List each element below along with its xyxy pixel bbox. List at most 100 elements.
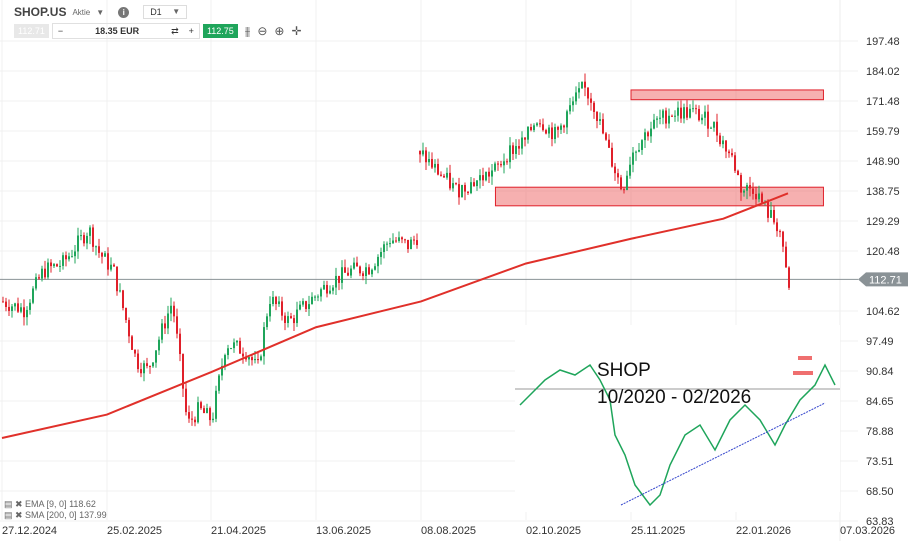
x-tick-label: 08.08.2025: [421, 525, 476, 537]
candle-body: [350, 268, 352, 276]
decrease-button[interactable]: −: [57, 26, 64, 36]
candle-body: [428, 158, 430, 163]
candle-body: [389, 243, 391, 245]
candle-body: [104, 253, 106, 257]
candle-body: [614, 166, 616, 174]
candle-body: [425, 150, 427, 163]
y-tick-label: 197.48: [866, 36, 900, 48]
sell-button[interactable]: 112.71: [14, 24, 49, 38]
candle-body: [488, 171, 490, 177]
inset-title: SHOP: [597, 360, 651, 381]
quantity-stepper[interactable]: − 18.35 EUR ⇄ +: [51, 23, 200, 39]
x-tick-label: 21.04.2025: [211, 525, 266, 537]
candle-body: [182, 354, 184, 389]
buy-button[interactable]: 112.75: [202, 24, 238, 38]
candle-body: [659, 117, 661, 119]
increase-button[interactable]: +: [188, 26, 194, 36]
swap-icon[interactable]: ⇄: [171, 25, 179, 36]
candle-body: [545, 130, 547, 134]
candle-body: [266, 316, 268, 328]
candle-body: [35, 277, 37, 289]
candle-body: [407, 239, 409, 250]
candle-body: [458, 184, 460, 198]
info-icon[interactable]: i: [118, 6, 130, 18]
candle-body: [119, 290, 121, 292]
candle-body: [308, 304, 310, 309]
candle-body: [41, 268, 43, 279]
candle-body: [101, 252, 103, 257]
candle-body: [203, 408, 205, 414]
candle-body: [368, 267, 370, 275]
indicators-icon[interactable]: ⫵: [244, 23, 251, 38]
candle-body: [149, 366, 151, 368]
candle-body: [704, 111, 706, 118]
candle-body: [272, 296, 274, 304]
candle-body: [137, 353, 139, 370]
candle-body: [566, 111, 568, 128]
candle-body: [260, 356, 262, 361]
instrument-type: Aktie: [72, 7, 91, 17]
candle-body: [401, 237, 403, 240]
candle-body: [392, 240, 394, 244]
candle-body: [239, 340, 241, 354]
x-tick-label: 25.02.2025: [107, 525, 162, 537]
y-tick-label: 171.48: [866, 96, 900, 108]
candle-body: [236, 340, 238, 343]
zoom-in-icon[interactable]: ⊕: [274, 24, 285, 38]
candle-body: [563, 125, 565, 128]
zoom-out-icon[interactable]: ⊖: [257, 24, 268, 38]
symbol-name[interactable]: SHOP.US: [14, 5, 67, 19]
candle-body: [575, 92, 577, 102]
timeframe-select[interactable]: D1 ▼: [143, 5, 188, 19]
chevron-down-icon[interactable]: ▼: [96, 7, 105, 17]
candle-body: [551, 127, 553, 140]
candle-body: [599, 119, 601, 121]
candle-body: [464, 184, 466, 192]
candle-body: [770, 209, 772, 218]
candle-body: [572, 101, 574, 106]
candle-body: [479, 175, 481, 181]
candle-body: [209, 408, 211, 421]
candle-body: [68, 256, 70, 260]
candle-body: [23, 307, 25, 318]
candle-body: [53, 264, 55, 267]
candle-body: [491, 170, 493, 177]
x-tick-label: 07.03.2026: [840, 525, 895, 537]
candle-body: [8, 306, 10, 311]
candle-body: [86, 235, 88, 244]
candle-body: [284, 315, 286, 323]
candle-body: [302, 301, 304, 305]
candle-body: [2, 301, 4, 303]
resistance-zone: [494, 186, 824, 207]
chevron-down-icon: ▼: [172, 7, 181, 16]
candle-body: [155, 350, 157, 363]
candle-body: [416, 240, 418, 246]
candle-body: [263, 327, 265, 357]
candle-body: [197, 402, 199, 423]
y-tick-label: 63.83: [866, 516, 894, 528]
candle-body: [38, 277, 40, 279]
quantity-input[interactable]: 18.35 EUR: [95, 26, 140, 36]
legend-ema[interactable]: ▤ ✖ EMA [9, 0] 118.62: [4, 499, 96, 509]
candle-body: [395, 240, 397, 242]
y-tick-label: 184.02: [866, 66, 900, 78]
candle-body: [362, 273, 364, 276]
candle-body: [521, 137, 523, 149]
candle-body: [344, 267, 346, 273]
candle-body: [377, 256, 379, 267]
candle-body: [728, 151, 730, 154]
inset-zone: [798, 356, 812, 360]
candle-body: [419, 151, 421, 155]
candle-body: [602, 119, 604, 134]
candle-body: [257, 359, 259, 361]
candle-body: [581, 81, 583, 89]
legend-sma[interactable]: ▤ ✖ SMA [200, 0] 137.99: [4, 510, 107, 520]
candle-body: [83, 235, 85, 244]
candle-body: [332, 287, 334, 291]
candle-body: [731, 153, 733, 156]
candle-body: [692, 108, 694, 110]
candle-body: [758, 193, 760, 200]
current-price-label: 112.71: [869, 274, 902, 286]
crosshair-icon[interactable]: ✛: [291, 24, 302, 38]
